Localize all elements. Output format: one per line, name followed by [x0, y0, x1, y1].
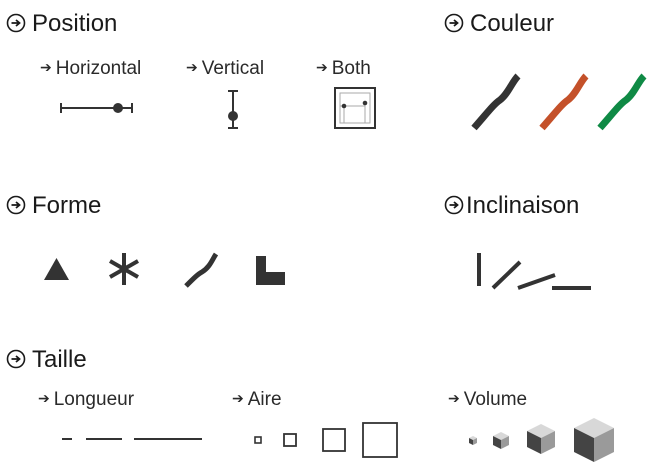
circle-arrow-icon: [6, 13, 26, 32]
label-aire: ➔ Aire: [232, 389, 282, 411]
label-horizontal: ➔ Horizontal: [40, 58, 141, 80]
label-volume: ➔ Volume: [448, 389, 527, 411]
tilt-glyphs: [477, 253, 591, 290]
forme-title-text: Forme: [32, 192, 102, 219]
section-title-forme: Forme: [6, 192, 101, 220]
label-longueur: ➔ Longueur: [38, 389, 134, 411]
cube-xs: [469, 436, 477, 445]
position-title-text: Position: [32, 10, 118, 37]
section-title-inclinaison: Inclinaison: [444, 192, 579, 220]
arrow-icon: ➔: [40, 59, 52, 75]
vertical-text: Vertical: [201, 58, 265, 79]
color-stroke-orange: [539, 73, 589, 131]
color-swatches: [471, 73, 647, 131]
section-title-couleur: Couleur: [444, 10, 554, 38]
triangle-shape: [44, 258, 69, 280]
asterisk-shape: [109, 253, 139, 285]
section-title-position: Position: [6, 10, 117, 38]
area-l: [362, 422, 398, 458]
arrow-icon: ➔: [316, 59, 328, 75]
label-vertical: ➔ Vertical: [186, 58, 264, 80]
circle-arrow-icon: [444, 13, 464, 32]
cube-l: [574, 418, 614, 462]
length-glyphs: [62, 438, 202, 440]
both-text: Both: [331, 58, 371, 79]
vertical-position-glyph: [228, 90, 238, 129]
area-glyphs: [254, 422, 398, 458]
area-s: [283, 433, 297, 447]
circle-arrow-icon: [444, 195, 464, 214]
arrow-icon: ➔: [232, 390, 244, 406]
color-stroke-dark: [471, 73, 521, 131]
aire-text: Aire: [247, 389, 282, 410]
area-m: [322, 428, 346, 452]
volume-glyphs: [469, 418, 614, 462]
color-stroke-green: [597, 73, 647, 131]
shape-glyphs: [44, 252, 285, 288]
volume-text: Volume: [463, 389, 528, 410]
arrow-icon: ➔: [448, 390, 460, 406]
inclinaison-title-text: Inclinaison: [466, 192, 580, 219]
area-xs: [254, 436, 262, 444]
taille-title-text: Taille: [32, 346, 87, 373]
tilt-shallow: [517, 273, 556, 290]
circle-arrow-icon: [6, 195, 26, 214]
curve-shape: [184, 252, 219, 288]
cube-m: [527, 424, 555, 454]
label-both: ➔ Both: [316, 58, 371, 80]
horizontal-text: Horizontal: [55, 58, 142, 79]
tilt-steep: [491, 260, 522, 290]
circle-arrow-icon: [6, 349, 26, 368]
horizontal-position-glyph: [60, 103, 133, 113]
section-title-taille: Taille: [6, 346, 87, 374]
both-position-glyph: [334, 87, 376, 129]
arrow-icon: ➔: [38, 390, 50, 406]
l-shape: [256, 256, 285, 285]
longueur-text: Longueur: [53, 389, 135, 410]
arrow-icon: ➔: [186, 59, 198, 75]
couleur-title-text: Couleur: [470, 10, 555, 37]
cube-s: [493, 432, 509, 449]
